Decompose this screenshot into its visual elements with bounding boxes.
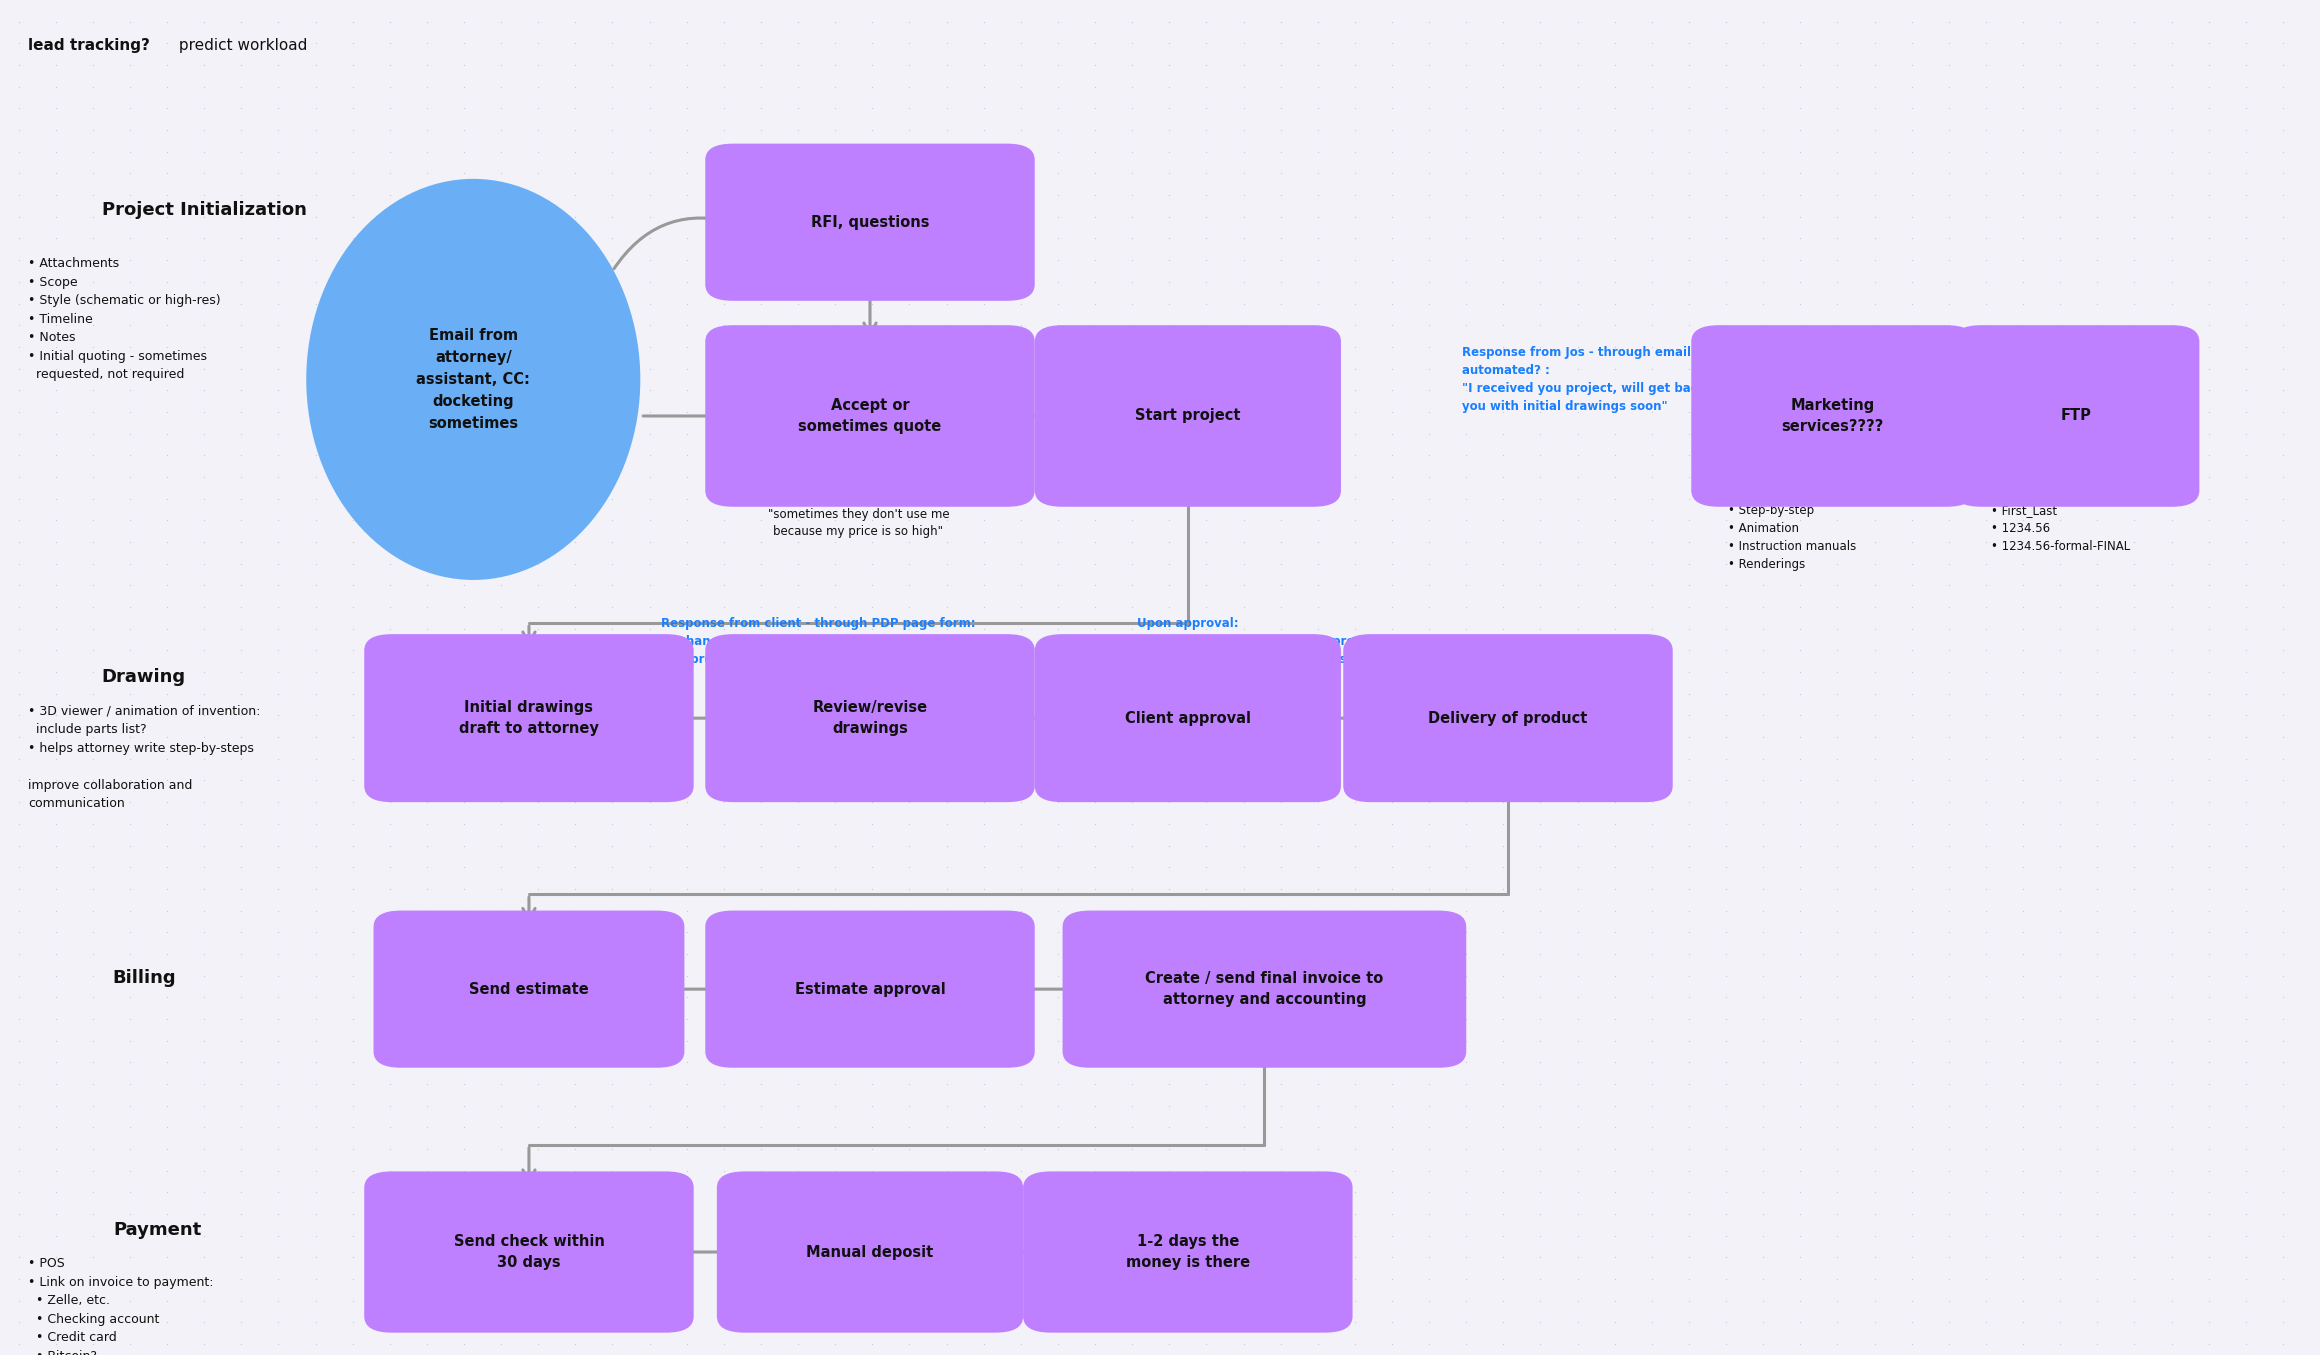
Text: 1-2 days the
money is there: 1-2 days the money is there <box>1125 1233 1250 1271</box>
Text: Billing: Billing <box>111 969 176 988</box>
Text: • First_Last
• 1234.56
• 1234.56-formal-FINAL: • First_Last • 1234.56 • 1234.56-formal-… <box>1991 504 2130 553</box>
Text: Marketing
services????: Marketing services???? <box>1782 397 1884 435</box>
Text: Review/revise
drawings: Review/revise drawings <box>812 699 928 737</box>
FancyBboxPatch shape <box>364 634 694 802</box>
FancyBboxPatch shape <box>364 1171 694 1333</box>
FancyBboxPatch shape <box>1035 634 1341 802</box>
Text: • POS
• Link on invoice to payment:
  • Zelle, etc.
  • Checking account
  • Cre: • POS • Link on invoice to payment: • Ze… <box>28 1257 262 1355</box>
Text: • 3D viewer / animation of invention:
  include parts list?
• helps attorney wri: • 3D viewer / animation of invention: in… <box>28 705 260 810</box>
Text: Response from client - through PDP page form:
• "changes requested" OR
• Approva: Response from client - through PDP page … <box>661 617 977 665</box>
Text: predict workload: predict workload <box>174 38 306 53</box>
Text: "sometimes they don't use me
because my price is so high": "sometimes they don't use me because my … <box>768 508 949 538</box>
Text: Send check within
30 days: Send check within 30 days <box>452 1233 606 1271</box>
Text: Send estimate: Send estimate <box>469 981 589 997</box>
Text: Project Initialization: Project Initialization <box>102 201 306 220</box>
Text: Estimate approval: Estimate approval <box>796 981 944 997</box>
Text: Client approval: Client approval <box>1125 710 1250 726</box>
FancyBboxPatch shape <box>374 911 684 1068</box>
FancyBboxPatch shape <box>1691 325 1974 507</box>
Ellipse shape <box>306 179 640 580</box>
Text: Drawing: Drawing <box>102 668 186 687</box>
FancyBboxPatch shape <box>705 325 1035 507</box>
Text: • Step-by-step
• Animation
• Instruction manuals
• Renderings: • Step-by-step • Animation • Instruction… <box>1728 504 1856 570</box>
Text: Start project: Start project <box>1134 408 1241 424</box>
FancyBboxPatch shape <box>1063 911 1466 1068</box>
FancyBboxPatch shape <box>1343 634 1673 802</box>
Text: Manual deposit: Manual deposit <box>807 1244 933 1260</box>
Text: FTP: FTP <box>2060 408 2093 424</box>
FancyBboxPatch shape <box>705 634 1035 802</box>
FancyBboxPatch shape <box>1953 325 2199 507</box>
Text: RFI, questions: RFI, questions <box>810 214 930 230</box>
Text: • Attachments
• Scope
• Style (schematic or high-res)
• Timeline
• Notes
• Initi: • Attachments • Scope • Style (schematic… <box>28 257 220 382</box>
Text: lead tracking?: lead tracking? <box>28 38 151 53</box>
Text: Accept or
sometimes quote: Accept or sometimes quote <box>798 397 942 435</box>
Text: Payment: Payment <box>114 1221 202 1240</box>
FancyBboxPatch shape <box>717 1171 1023 1333</box>
Text: Email from
attorney/
assistant, CC:
docketing
sometimes: Email from attorney/ assistant, CC: dock… <box>415 328 531 431</box>
Text: Delivery of product: Delivery of product <box>1429 710 1587 726</box>
FancyBboxPatch shape <box>705 911 1035 1068</box>
Text: Create / send final invoice to
attorney and accounting: Create / send final invoice to attorney … <box>1146 970 1383 1008</box>
Text: Initial drawings
draft to attorney: Initial drawings draft to attorney <box>459 699 599 737</box>
FancyBboxPatch shape <box>705 144 1035 301</box>
Text: Upon approval:
• price estimate is placed on product
• template for product chan: Upon approval: • price estimate is place… <box>1137 617 1383 665</box>
Text: Response from Jos - through email or
automated? :
"I received you project, will : Response from Jos - through email or aut… <box>1462 346 1724 412</box>
FancyBboxPatch shape <box>1023 1171 1353 1333</box>
FancyBboxPatch shape <box>1035 325 1341 507</box>
